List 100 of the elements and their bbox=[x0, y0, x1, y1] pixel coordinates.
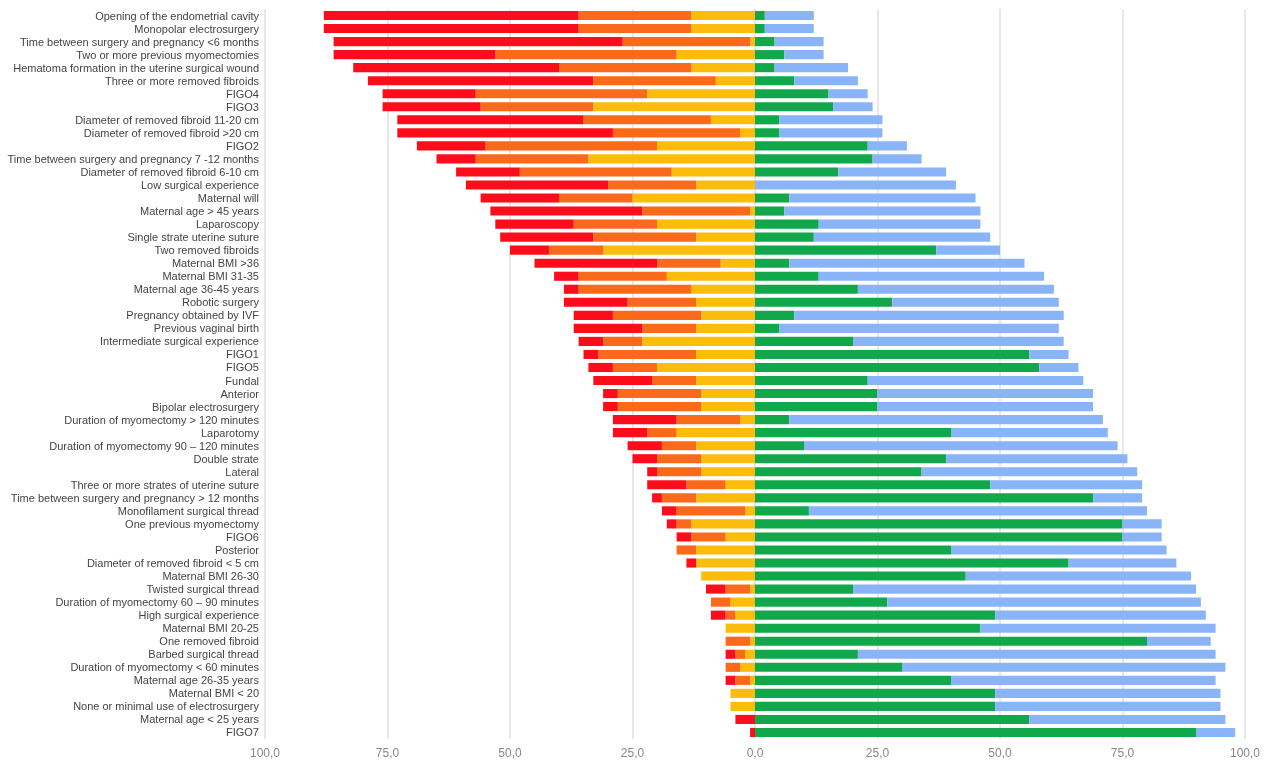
bar bbox=[755, 388, 878, 399]
bar bbox=[696, 375, 755, 386]
bar bbox=[701, 402, 755, 412]
x-tick-label: 100,0 bbox=[249, 746, 281, 760]
bar bbox=[622, 37, 751, 47]
bar bbox=[696, 545, 755, 555]
bar bbox=[755, 454, 947, 464]
bar bbox=[951, 545, 1167, 555]
bar bbox=[725, 623, 755, 633]
bar bbox=[382, 89, 476, 99]
bar bbox=[657, 258, 721, 268]
bar bbox=[691, 63, 755, 73]
bar bbox=[755, 23, 765, 34]
y-tick-label: Diameter of removed fibroid < 5 cm bbox=[86, 557, 259, 570]
bar bbox=[485, 141, 657, 151]
bar bbox=[892, 297, 1059, 307]
bar bbox=[475, 89, 648, 99]
bar bbox=[755, 714, 1030, 725]
bar bbox=[750, 37, 755, 47]
y-tick-label: Hematoma formation in the uterine surgical wound bbox=[13, 61, 259, 74]
bar bbox=[779, 115, 883, 125]
y-tick-label: Robotic surgery bbox=[181, 296, 260, 309]
bar bbox=[755, 688, 996, 698]
bar bbox=[755, 10, 765, 21]
bar bbox=[583, 349, 599, 360]
bar bbox=[701, 467, 755, 477]
y-tick-label: Maternal BMI 26-30 bbox=[162, 570, 259, 583]
bar bbox=[740, 415, 755, 425]
bar bbox=[755, 558, 1069, 568]
bar bbox=[838, 167, 947, 177]
bar bbox=[657, 219, 755, 229]
bar bbox=[510, 245, 550, 255]
bar bbox=[779, 128, 883, 138]
bar bbox=[1122, 519, 1162, 529]
bar bbox=[617, 402, 702, 412]
bar bbox=[661, 493, 697, 503]
y-tick-label: Anterior bbox=[220, 387, 260, 400]
bar bbox=[563, 297, 628, 307]
x-tick-label: 25,0 bbox=[620, 746, 645, 760]
bar bbox=[755, 636, 1147, 646]
bar bbox=[764, 10, 814, 21]
bar bbox=[755, 571, 966, 581]
bar bbox=[867, 141, 907, 151]
bar bbox=[456, 167, 520, 177]
bar bbox=[701, 571, 755, 581]
bar bbox=[500, 232, 594, 242]
bar bbox=[642, 206, 751, 216]
bar bbox=[519, 167, 672, 177]
bar bbox=[818, 219, 981, 229]
y-tick-label: FIGO1 bbox=[225, 348, 259, 361]
bar bbox=[696, 349, 755, 360]
bar bbox=[657, 467, 702, 477]
bar bbox=[593, 375, 653, 386]
bar bbox=[603, 402, 618, 412]
y-tick-label: FIGO7 bbox=[225, 726, 259, 739]
bar bbox=[990, 480, 1143, 490]
bar bbox=[853, 336, 1064, 346]
y-tick-label: Bipolar electrosurgery bbox=[152, 400, 260, 413]
y-tick-label: FIGO5 bbox=[225, 361, 259, 374]
bar bbox=[755, 219, 819, 229]
bar bbox=[755, 167, 839, 177]
bar bbox=[936, 245, 1000, 255]
bar bbox=[1068, 558, 1177, 568]
y-tick-label: Duration of myomectomy < 60 minutes bbox=[70, 661, 260, 674]
bar bbox=[804, 441, 1118, 451]
y-tick-label: Double strate bbox=[193, 452, 259, 465]
bar bbox=[323, 10, 579, 21]
bar bbox=[755, 649, 858, 659]
bar bbox=[755, 336, 853, 346]
x-tick-label: 75,0 bbox=[1110, 746, 1135, 760]
bar bbox=[755, 415, 790, 425]
bar bbox=[808, 506, 1147, 516]
bar bbox=[735, 675, 751, 685]
bar bbox=[784, 206, 981, 216]
x-tick-label: 50,0 bbox=[988, 746, 1012, 760]
y-tick-label: Maternal BMI 31-35 bbox=[162, 270, 259, 283]
y-tick-label: Diameter of removed fibroid >20 cm bbox=[83, 126, 259, 139]
bar bbox=[755, 584, 853, 594]
bar bbox=[416, 141, 486, 151]
bar bbox=[696, 493, 755, 503]
y-tick-label: High surgical experience bbox=[138, 609, 259, 622]
y-tick-label: One removed fibroid bbox=[159, 635, 259, 648]
y-tick-label: Intermediate surgical experience bbox=[100, 335, 259, 348]
bar bbox=[755, 467, 922, 477]
bar bbox=[755, 519, 1123, 529]
bar bbox=[676, 519, 692, 529]
bar bbox=[725, 649, 736, 659]
y-tick-label: Maternal BMI >36 bbox=[171, 257, 259, 270]
bar bbox=[951, 675, 1216, 685]
bar bbox=[750, 584, 755, 594]
bar bbox=[755, 50, 785, 60]
bar bbox=[671, 167, 755, 177]
bar bbox=[995, 688, 1221, 698]
bar bbox=[710, 597, 731, 607]
bar bbox=[612, 428, 648, 438]
bar bbox=[367, 76, 594, 86]
bar bbox=[657, 141, 755, 151]
bar bbox=[740, 662, 755, 672]
bar bbox=[701, 310, 755, 320]
bar bbox=[725, 584, 751, 594]
